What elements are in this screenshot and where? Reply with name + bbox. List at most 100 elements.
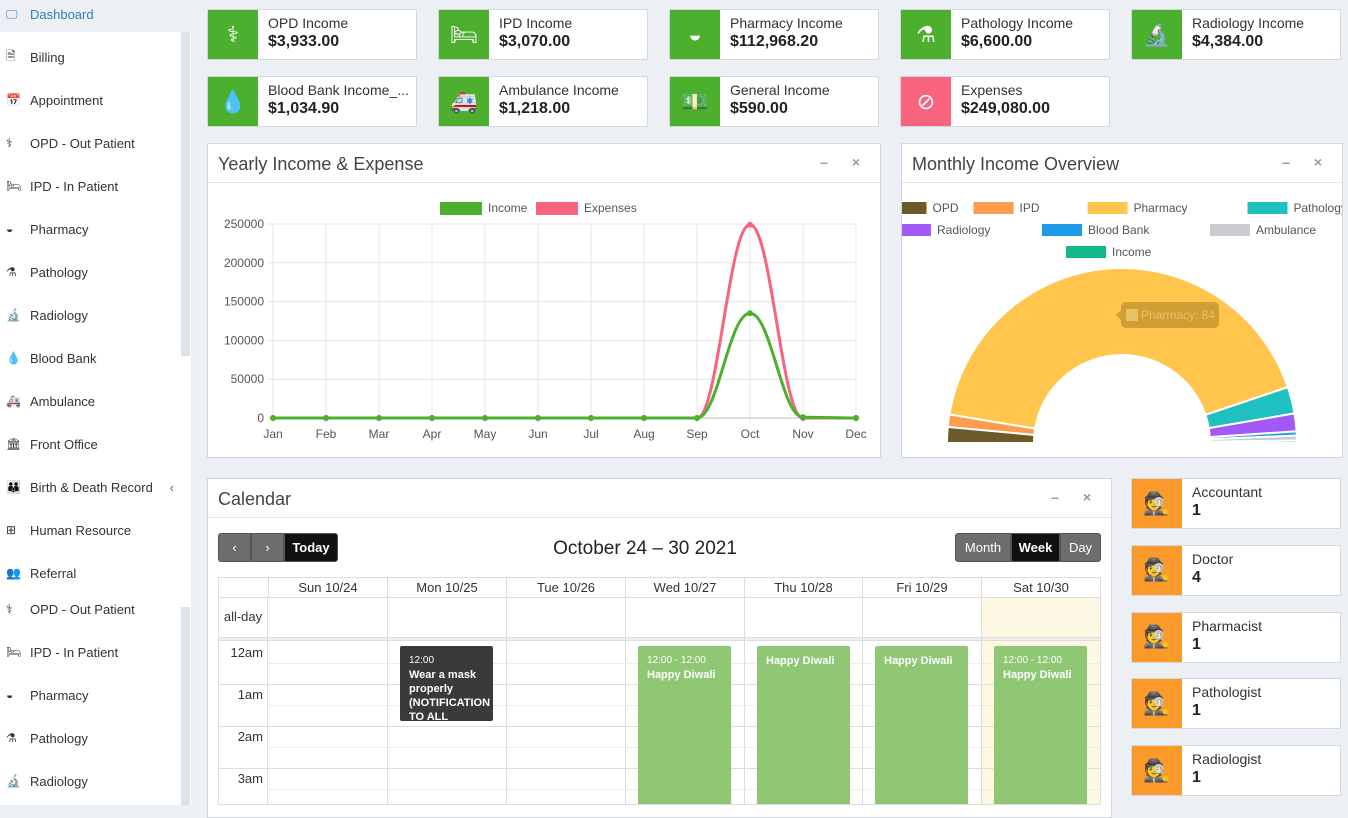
- staff-card-accountant[interactable]: 🕵 Accountant 1: [1131, 478, 1341, 529]
- day-header[interactable]: Fri 10/29: [862, 578, 981, 598]
- income-card[interactable]: 🛏 IPD Income $3,070.00: [438, 9, 648, 60]
- data-point[interactable]: [800, 414, 806, 421]
- legend-label[interactable]: IPD: [1020, 201, 1040, 215]
- day-header[interactable]: Sat 10/30: [981, 578, 1100, 598]
- legend-label[interactable]: Pathology: [1294, 201, 1343, 215]
- time-label: 12am: [230, 645, 263, 660]
- legend-label[interactable]: Ambulance: [1256, 223, 1316, 237]
- x-tick-label: Dec: [845, 427, 866, 441]
- data-point[interactable]: [482, 415, 488, 421]
- legend-swatch[interactable]: [1087, 202, 1128, 214]
- sidebar-item-birth-death-record[interactable]: 👪 Birth & Death Record ‹: [0, 469, 180, 505]
- prev-week-button[interactable]: ‹: [218, 533, 251, 562]
- sidebar-item-ipd-in-patient[interactable]: 🛏 IPD - In Patient: [0, 168, 180, 204]
- data-point[interactable]: [853, 415, 859, 421]
- day-header[interactable]: Sun 10/24: [268, 578, 387, 598]
- income-card[interactable]: ◒ Pharmacy Income $112,968.20: [669, 9, 879, 60]
- sidebar-item-human-resource[interactable]: ⊞ Human Resource: [0, 512, 180, 548]
- calendar-event[interactable]: 12:00 - 12:00 Happy Diwali: [994, 646, 1087, 804]
- data-point[interactable]: [429, 415, 435, 421]
- legend-label[interactable]: Income: [488, 201, 528, 215]
- staff-card-pharmacist[interactable]: 🕵 Pharmacist 1: [1131, 611, 1341, 663]
- scrollbar-thumb[interactable]: [181, 0, 190, 356]
- microscope-icon: 🔬: [1132, 10, 1182, 59]
- legend-label[interactable]: Radiology: [937, 223, 990, 237]
- panel-tools-collapse-close[interactable]: – ×: [820, 154, 870, 170]
- sidebar-item-ambulance[interactable]: 🚑 Ambulance: [0, 383, 180, 419]
- sidebar-item-radiology[interactable]: 🔬 Radiology: [0, 297, 180, 333]
- income-card[interactable]: 🚑 Ambulance Income $1,218.00: [438, 76, 648, 127]
- slice-income[interactable]: [1208, 439, 1299, 444]
- data-point[interactable]: [535, 415, 541, 421]
- income-card[interactable]: 🔬 Radiology Income $4,384.00: [1131, 9, 1341, 60]
- time-label: 3am: [237, 771, 263, 786]
- calendar-event[interactable]: 12:00 - 12:00 Happy Diwali: [638, 646, 731, 804]
- staff-card-radiologist[interactable]: 🕵 Radiologist 1: [1131, 745, 1341, 797]
- staff-count: 1: [1192, 502, 1201, 519]
- legend-label[interactable]: Blood Bank: [1088, 223, 1150, 237]
- legend-label[interactable]: Income: [1112, 245, 1152, 259]
- income-card[interactable]: ⊘ Expenses $249,080.00: [900, 76, 1110, 127]
- legend-swatch[interactable]: [536, 202, 578, 215]
- calendar-event[interactable]: 12:00 Wear a mask properly (NOTIFICATION …: [400, 646, 493, 721]
- data-point[interactable]: [270, 415, 276, 421]
- legend-swatch[interactable]: [1042, 224, 1082, 236]
- sidebar-item-pathology[interactable]: ⚗ Pathology: [0, 254, 180, 290]
- sidebar-item-pathology[interactable]: ⚗ Pathology: [0, 720, 180, 756]
- legend-swatch[interactable]: [1210, 224, 1250, 236]
- legend-label[interactable]: OPD: [933, 201, 959, 215]
- income-card[interactable]: ⚗ Pathology Income $6,600.00: [900, 9, 1110, 60]
- sidebar-scrollbar[interactable]: [180, 0, 191, 805]
- data-point[interactable]: [588, 415, 594, 421]
- sidebar-item-blood-bank[interactable]: 💧 Blood Bank: [0, 340, 180, 376]
- sidebar-item-referral[interactable]: 👥 Referral: [0, 555, 180, 591]
- day-header[interactable]: Mon 10/25: [387, 578, 506, 598]
- income-card[interactable]: 💧 Blood Bank Income_... $1,034.90: [207, 76, 417, 127]
- staff-card-doctor[interactable]: 🕵 Doctor 4: [1131, 544, 1341, 596]
- sidebar-item-ipd-in-patient[interactable]: 🛏 IPD - In Patient: [0, 634, 180, 670]
- data-point[interactable]: [641, 415, 647, 421]
- calendar-event[interactable]: Happy Diwali: [757, 646, 850, 804]
- day-header[interactable]: Tue 10/26: [506, 578, 625, 598]
- legend-swatch[interactable]: [902, 202, 927, 214]
- card-label: Blood Bank Income_...: [268, 82, 409, 98]
- sidebar-item-radiology[interactable]: 🔬 Radiology: [0, 763, 180, 799]
- week-view-button[interactable]: Week: [1011, 533, 1060, 562]
- panel-tools-collapse-close[interactable]: – ×: [1282, 154, 1332, 170]
- day-view-button[interactable]: Day: [1060, 533, 1101, 562]
- month-view-button[interactable]: Month: [955, 533, 1011, 562]
- sidebar-item-dashboard[interactable]: 🖵 Dashboard: [0, 0, 191, 32]
- sidebar-item-opd-out-patient[interactable]: ⚕ OPD - Out Patient: [0, 591, 180, 627]
- data-point[interactable]: [747, 310, 753, 317]
- sidebar-item-pharmacy[interactable]: ◒ Pharmacy: [0, 211, 180, 247]
- sidebar-item-billing[interactable]: 🗎 Billing: [0, 39, 180, 75]
- legend-swatch[interactable]: [973, 202, 1014, 214]
- today-button[interactable]: Today: [284, 533, 338, 562]
- legend-swatch[interactable]: [1247, 202, 1288, 214]
- income-card[interactable]: ⚕ OPD Income $3,933.00: [207, 9, 417, 60]
- day-header[interactable]: Thu 10/28: [744, 578, 862, 598]
- day-header[interactable]: Wed 10/27: [625, 578, 744, 598]
- next-week-button[interactable]: ›: [251, 533, 284, 562]
- legend-swatch[interactable]: [902, 224, 931, 236]
- data-point[interactable]: [323, 415, 329, 421]
- legend-label[interactable]: Expenses: [584, 201, 637, 215]
- data-point[interactable]: [747, 221, 753, 228]
- data-point[interactable]: [694, 415, 700, 421]
- slice-pharmacy[interactable]: [948, 267, 1290, 430]
- staff-card-pathologist[interactable]: 🕵 Pathologist 1: [1131, 678, 1341, 730]
- scrollbar-thumb-lower[interactable]: [181, 607, 190, 805]
- legend-label[interactable]: Pharmacy: [1134, 201, 1188, 215]
- calendar-event[interactable]: Happy Diwali: [875, 646, 968, 804]
- legend-swatch[interactable]: [440, 202, 482, 215]
- data-point[interactable]: [376, 415, 382, 421]
- income-card[interactable]: 💵 General Income $590.00: [669, 76, 879, 127]
- sidebar-item-pharmacy[interactable]: ◒ Pharmacy: [0, 677, 180, 713]
- sidebar-item-appointment[interactable]: 📅 Appointment: [0, 82, 180, 118]
- legend-swatch[interactable]: [1066, 246, 1106, 258]
- staff-role: Pathologist: [1192, 684, 1262, 701]
- mortar-pestle-icon: ◒: [6, 688, 14, 702]
- panel-tools-collapse-close[interactable]: – ×: [1051, 489, 1101, 505]
- sidebar-item-front-office[interactable]: 🏛 Front Office: [0, 426, 180, 462]
- sidebar-item-opd-out-patient[interactable]: ⚕ OPD - Out Patient: [0, 125, 180, 161]
